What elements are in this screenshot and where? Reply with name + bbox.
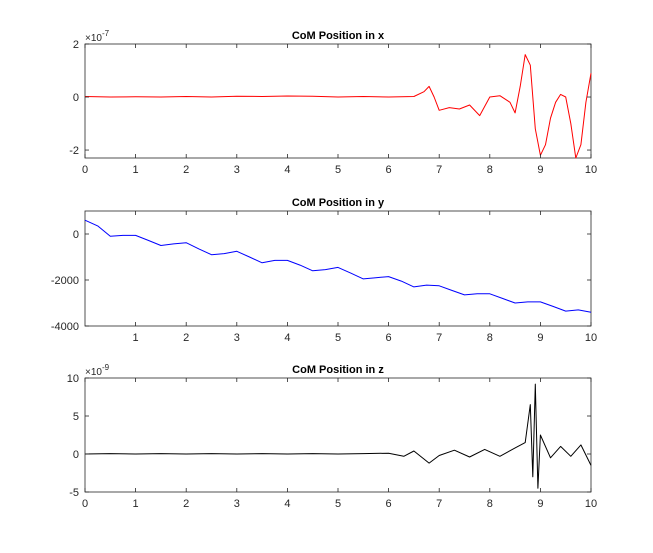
y-exponent-base: ×10 [85, 33, 102, 44]
x-tick-label: 8 [487, 498, 493, 510]
y-tick-label: 10 [67, 373, 79, 385]
y-tick-label: 0 [73, 449, 79, 461]
y-tick-label: 5 [73, 411, 79, 423]
x-tick-label: 10 [585, 164, 597, 176]
x-tick-label: 5 [335, 498, 341, 510]
x-tick-label: 2 [183, 164, 189, 176]
x-tick-label: 6 [386, 164, 392, 176]
x-tick-label: 5 [335, 164, 341, 176]
y-tick-label: -4000 [51, 321, 79, 333]
x-tick-label: 6 [386, 498, 392, 510]
x-tick-label: 0 [82, 498, 88, 510]
axes-box [84, 43, 592, 159]
x-tick-label: 10 [585, 332, 597, 344]
plot-title: CoM Position in y [292, 197, 385, 209]
plot-title: CoM Position in z [292, 364, 384, 376]
series-line [84, 54, 592, 159]
x-tick-label: 4 [284, 332, 290, 344]
x-tick-label: 4 [284, 498, 290, 510]
y-tick-label: 2 [73, 39, 79, 51]
x-tick-label: 3 [234, 164, 240, 176]
x-tick-label: 6 [386, 332, 392, 344]
x-tick-label: 3 [234, 498, 240, 510]
series-line [84, 219, 592, 313]
y-tick-label: -2000 [51, 275, 79, 287]
subplot-com-y: 1 2 3 4 5 6 7 8 9 10 -4000 -2000 0 CoM Position in y [51, 197, 597, 344]
x-tick-label: 5 [335, 332, 341, 344]
x-tick-label: 3 [234, 332, 240, 344]
x-tick-label: 4 [284, 164, 290, 176]
axes-box [84, 377, 592, 493]
x-tick-label: 7 [436, 332, 442, 344]
x-tick-label: 1 [133, 498, 139, 510]
y-exponent-base: ×10 [85, 367, 102, 378]
y-exponent-power: -9 [102, 363, 110, 372]
x-tick-label: 8 [487, 332, 493, 344]
y-tick-label: -2 [69, 145, 79, 157]
series-line [84, 383, 592, 489]
x-tick-label: 1 [133, 332, 139, 344]
x-tick-label: 9 [537, 164, 543, 176]
x-tick-label: 0 [82, 164, 88, 176]
plot-title: CoM Position in x [292, 30, 385, 42]
y-exponent-label: ×10-7 [85, 29, 110, 44]
axes-box [84, 210, 592, 327]
y-tick-label: 0 [73, 92, 79, 104]
x-tick-label: 8 [487, 164, 493, 176]
x-tick-label: 7 [436, 164, 442, 176]
y-tick-label: 0 [73, 229, 79, 241]
x-tick-label: 2 [183, 332, 189, 344]
x-tick-label: 7 [436, 498, 442, 510]
x-tick-label: 9 [537, 498, 543, 510]
y-exponent-power: -7 [102, 29, 110, 38]
y-exponent-label: ×10-9 [85, 363, 110, 378]
x-tick-label: 2 [183, 498, 189, 510]
y-tick-label: -5 [69, 487, 79, 499]
x-tick-label: 9 [537, 332, 543, 344]
x-tick-label: 10 [585, 498, 597, 510]
x-tick-label: 1 [133, 164, 139, 176]
